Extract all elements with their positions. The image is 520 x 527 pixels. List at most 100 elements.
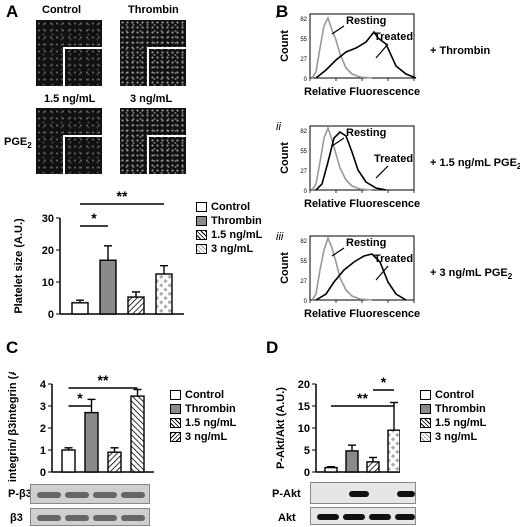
y-tick-label: 0 <box>48 309 54 321</box>
legend-d-control: Control <box>420 388 486 402</box>
y-tick-label: 10 <box>42 277 54 289</box>
significance-mark: ** <box>117 188 128 204</box>
bar-1 <box>345 450 359 473</box>
treated-arrow <box>375 43 389 59</box>
hist-y-label: Count <box>279 142 291 174</box>
blot-label-b3: β3 <box>10 512 23 524</box>
y-tick-label: 30 <box>42 213 54 225</box>
treated-label: Treated <box>374 153 413 165</box>
y-tick-label: 4 <box>40 379 47 391</box>
bar-2 <box>366 461 380 473</box>
bar-0 <box>61 449 76 473</box>
hist-y-tick: 27 <box>300 169 307 175</box>
treated-curve <box>315 30 417 79</box>
significance-mark: * <box>77 390 83 406</box>
legend-c-15: 1.5 ng/mL <box>170 416 236 430</box>
legend-a-15: 1.5 ng/mL <box>196 228 262 242</box>
legend-a-thrombin: Thrombin <box>196 214 262 228</box>
legend-d-thrombin: Thrombin <box>420 402 486 416</box>
y-tick-label: 15 <box>298 401 310 413</box>
blot-pakt <box>310 482 416 504</box>
treated-label: Treated <box>374 31 413 43</box>
bar-1 <box>99 259 117 315</box>
resting-curve <box>311 125 373 191</box>
bar-3 <box>155 273 173 315</box>
legend-d-3: 3 ng/mL <box>420 430 486 444</box>
blot-label-akt: Akt <box>278 512 296 524</box>
resting-arrow <box>331 137 345 147</box>
legend-swatch-white <box>196 202 207 212</box>
resting-curve <box>311 15 373 79</box>
bar-0 <box>324 466 338 473</box>
micro-title-thrombin: Thrombin <box>128 4 179 16</box>
micrograph-pge-15 <box>36 108 102 174</box>
legend-a-3: 3 ng/mL <box>196 242 262 256</box>
resting-label: Resting <box>346 15 386 27</box>
resting-label: Resting <box>346 127 386 139</box>
bar-2 <box>107 451 122 473</box>
legend-d-15: 1.5 ng/mL <box>420 416 486 430</box>
resting-label: Resting <box>346 237 386 249</box>
treatment-label-2: + 3 ng/mL PGE2 <box>430 267 513 281</box>
treated-arrow <box>375 165 389 179</box>
y-tick-label: 20 <box>42 245 54 257</box>
bar-2 <box>127 296 145 315</box>
legend-c: Control Thrombin 1.5 ng/mL 3 ng/mL <box>170 388 236 444</box>
micro-title-3: 3 ng/mL <box>130 93 173 105</box>
bar-0 <box>71 302 89 315</box>
treated-curve <box>315 130 387 191</box>
pge-row-label: PGE2 <box>4 136 32 151</box>
legend-c-3: 3 ng/mL <box>170 430 236 444</box>
hist-y-label: Count <box>279 30 291 62</box>
legend-swatch-gray <box>196 216 207 226</box>
row-roman-0: i <box>276 9 279 21</box>
y-tick-label: 10 <box>298 423 310 435</box>
panel-label-a: A <box>6 2 19 21</box>
significance-mark: ** <box>357 390 368 406</box>
significance-mark: * <box>381 374 387 390</box>
hist-y-tick: 82 <box>300 239 307 245</box>
y-tick-label: 0 <box>304 467 310 479</box>
bar-3 <box>387 429 400 473</box>
legend-c-thrombin: Thrombin <box>170 402 236 416</box>
y-tick-label: 5 <box>304 445 310 457</box>
hist-y-tick: 0 <box>304 189 308 195</box>
hist-y-tick: 27 <box>300 279 307 285</box>
hist-y-tick: 82 <box>300 17 307 23</box>
micrograph-pge-3 <box>120 108 186 174</box>
y-tick-label: 0 <box>40 467 46 479</box>
y-tick-label: 3 <box>40 401 46 413</box>
micro-title-control: Control <box>42 4 82 16</box>
hist-y-label: Count <box>279 252 291 284</box>
hist-y-tick: 0 <box>304 299 308 305</box>
panel-label-c: C <box>6 338 19 357</box>
micrograph-thrombin <box>120 20 186 86</box>
legend-swatch-hatch <box>196 230 207 240</box>
treatment-label-1: + 1.5 ng/mL PGE2 <box>430 157 520 171</box>
bar-3 <box>130 395 145 473</box>
resting-arrow <box>331 247 345 257</box>
row-roman-2: iii <box>276 231 284 243</box>
y-tick-label: 1 <box>40 445 46 457</box>
hist-x-label: Relative Fluorescence <box>304 308 420 320</box>
legend-c-control: Control <box>170 388 236 402</box>
legend-d: Control Thrombin 1.5 ng/mL 3 ng/mL <box>420 388 486 444</box>
hist-y-tick: 55 <box>300 149 307 155</box>
hist-y-tick: 55 <box>300 37 307 43</box>
treatment-label-0: + Thrombin <box>430 45 490 57</box>
panel-label-b: B <box>276 2 289 21</box>
micro-title-15: 1.5 ng/mL <box>44 93 96 105</box>
y-tick-label: 20 <box>298 379 310 391</box>
hist-x-label: Relative Fluorescence <box>304 198 420 210</box>
hist-y-tick: 27 <box>300 57 307 63</box>
blot-label-pakt: P-Akt <box>272 488 301 500</box>
blot-b3 <box>30 508 150 526</box>
blot-akt <box>310 507 416 525</box>
y-axis-label: P-β3integrin/ β3integrin (A.U.) <box>7 372 19 482</box>
significance-mark: * <box>91 210 97 226</box>
legend-swatch-diamond <box>196 244 207 254</box>
legend-a-control: Control <box>196 200 262 214</box>
